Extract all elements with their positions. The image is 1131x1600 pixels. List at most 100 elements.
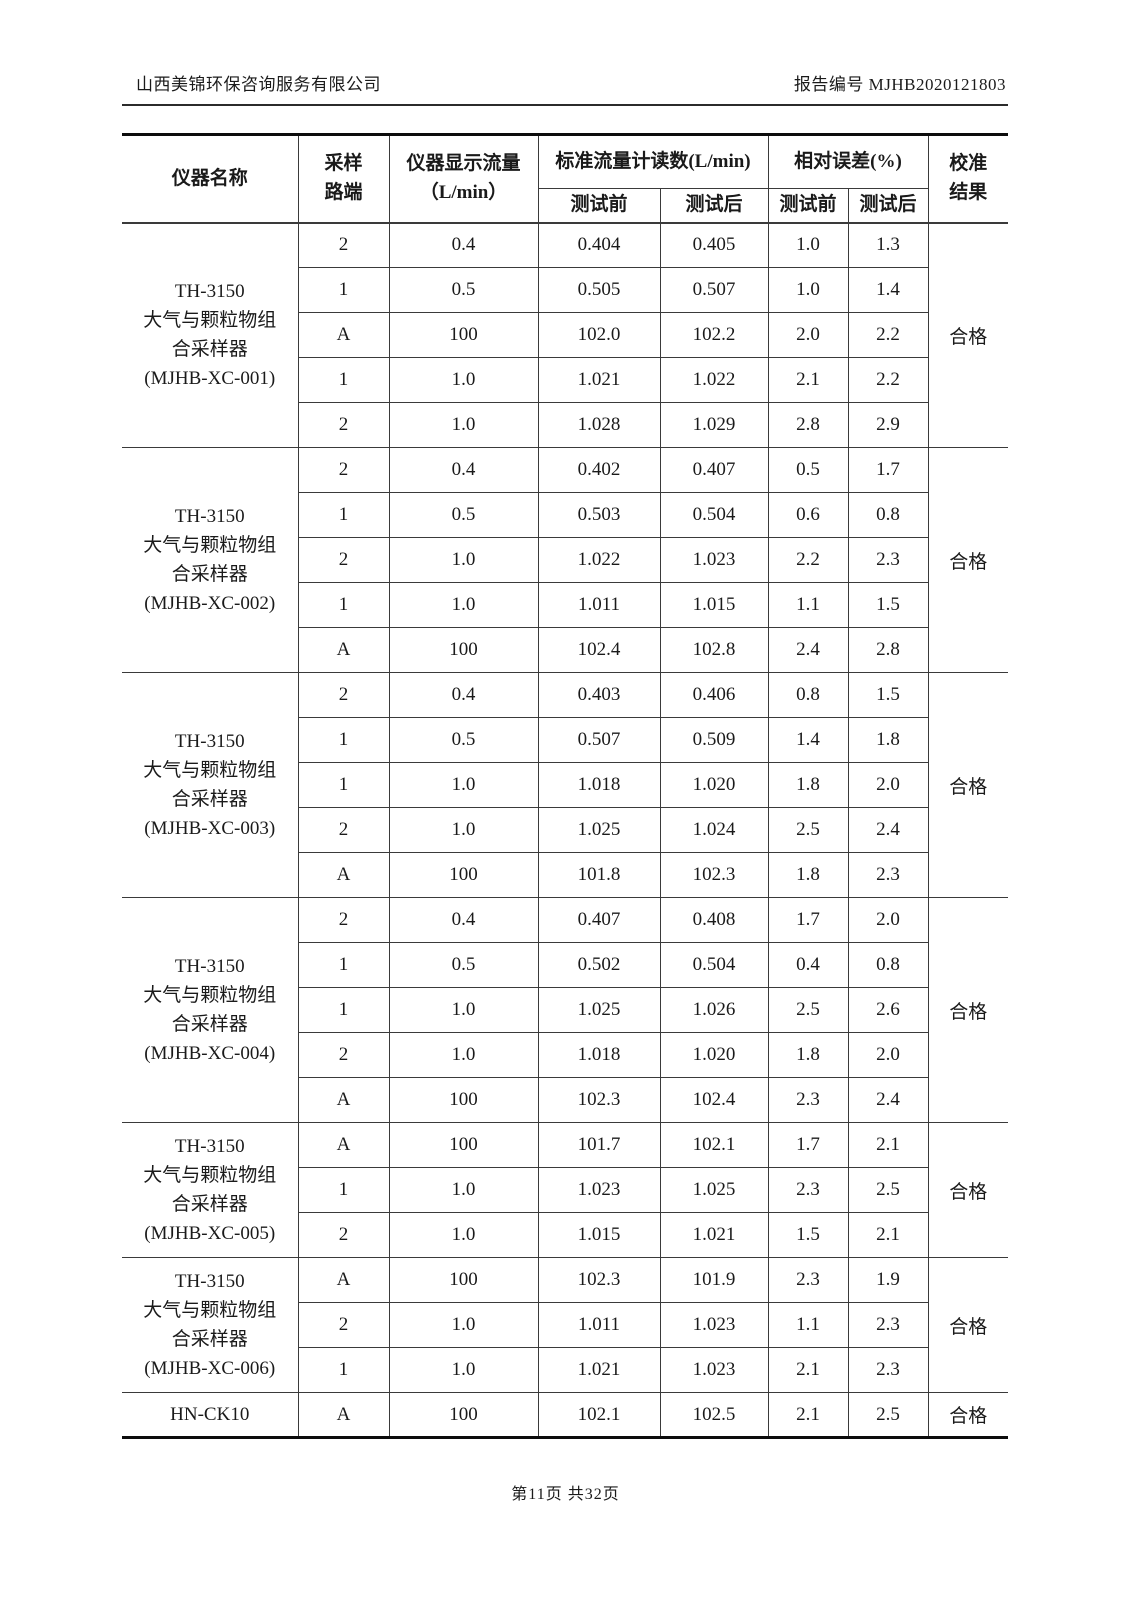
sampling-path-cell: 2 [297,1032,390,1078]
table-row: 2 1.0 1.011 1.023 1.1 2.3 [122,1302,1008,1348]
calibration-result-cell: 合格 [927,447,1008,673]
reading-after-cell: 0.504 [659,492,769,538]
table-row: A 100 101.8 102.3 1.8 2.3 [122,852,1008,898]
error-before-cell: 2.1 [767,357,849,403]
display-flow-cell: 1.0 [388,987,539,1033]
error-after-cell: 0.8 [847,492,929,538]
error-before-cell: 2.3 [767,1167,849,1213]
table-row: 2 1.0 1.025 1.024 2.5 2.4 [122,807,1008,853]
error-before-cell: 2.4 [767,627,849,673]
calibration-result-cell: 合格 [927,897,1008,1123]
reading-after-cell: 0.407 [659,447,769,493]
page-footer: 第11页 共32页 [0,1480,1131,1504]
calibration-result-cell: 合格 [927,1257,1008,1393]
table-row: TH-3150 大气与颗粒物组 合采样器 (MJHB-XC-006) A 100 102.3… [122,1257,1008,1393]
col-header-display-flow: 仪器显示流量 （L/min） [388,134,539,224]
col-header-standard-reading: 标准流量计读数(L/min) [537,134,769,189]
error-after-cell: 2.2 [847,312,929,358]
display-flow-cell: 1.0 [388,1347,539,1393]
sampling-path-cell: A [297,1077,390,1123]
error-before-cell: 2.2 [767,537,849,583]
reading-before-cell: 0.507 [537,717,661,763]
reading-after-cell: 0.504 [659,942,769,988]
instrument-name-line: 合采样器 [171,1194,248,1215]
reading-after-cell: 102.8 [659,627,769,673]
sampling-path-cell: 2 [297,222,390,268]
reading-before-cell: 1.028 [537,402,661,448]
reading-before-cell: 102.3 [537,1257,661,1303]
error-after-cell: 2.1 [847,1212,929,1258]
header-row-2: 测试前 测试后 测试前 测试后 [122,188,1008,224]
display-flow-cell: 0.4 [388,672,539,718]
reading-before-cell: 1.025 [537,807,661,853]
sampling-path-cell: 2 [297,402,390,448]
reading-after-cell: 101.9 [659,1257,769,1303]
instrument-name-line: TH-3150 [174,1136,245,1157]
error-before-cell: 1.1 [767,1302,849,1348]
instrument-name-line: (MJHB-XC-004) [144,1043,276,1064]
error-after-cell: 0.8 [847,942,929,988]
instrument-name-line: 合采样器 [171,564,248,585]
display-flow-cell: 0.5 [388,717,539,763]
display-flow-cell: 100 [388,1257,539,1303]
instrument-name-line: 大气与颗粒物组 [143,1300,277,1321]
display-flow-cell: 1.0 [388,762,539,808]
page-number: 第11页 共32页 [511,1486,620,1503]
table-row: 1 0.5 0.502 0.504 0.4 0.8 [122,942,1008,988]
display-flow-cell: 1.0 [388,537,539,583]
display-flow-cell: 0.5 [388,942,539,988]
instrument-name-line: 大气与颗粒物组 [143,1165,277,1186]
error-before-cell: 1.4 [767,717,849,763]
display-flow-cell: 1.0 [388,402,539,448]
reading-before-cell: 1.011 [537,1302,661,1348]
table-row: 1 1.0 1.021 1.023 2.1 2.3 [122,1347,1008,1393]
col-header-sampling-path-line2: 路端 [324,181,363,203]
error-before-cell: 2.8 [767,402,849,448]
calibration-table-body: TH-3150 大气与颗粒物组 合采样器 (MJHB-XC-001) 2 0.4 0.404… [122,222,1008,1438]
sampling-path-cell: A [297,1257,390,1303]
reading-before-cell: 1.018 [537,1032,661,1078]
instrument-name-cell: HN-CK10 [122,1392,299,1438]
error-after-cell: 2.6 [847,987,929,1033]
instrument-name-line: (MJHB-XC-002) [144,593,276,614]
table-row: TH-3150 大气与颗粒物组 合采样器 (MJHB-XC-003) 2 0.4 0.403… [122,672,1008,898]
reading-after-cell: 0.509 [659,717,769,763]
sampling-path-cell: 1 [297,582,390,628]
error-after-cell: 1.7 [847,447,929,493]
col-header-reading-after: 测试后 [659,188,769,224]
reading-after-cell: 1.022 [659,357,769,403]
table-row: A 100 102.3 102.4 2.3 2.4 [122,1077,1008,1123]
table-row: 2 1.0 1.015 1.021 1.5 2.1 [122,1212,1008,1258]
col-header-error-after: 测试后 [847,188,929,224]
table-header: 仪器名称 采样 路端 仪器显示流量 （L/min） 标准流量计读数(L/min)… [122,134,1008,224]
error-after-cell: 2.1 [847,1122,929,1168]
sampling-path-cell: 1 [297,1167,390,1213]
instrument-name-cell: TH-3150 大气与颗粒物组 合采样器 (MJHB-XC-006) [122,1257,299,1393]
reading-before-cell: 102.4 [537,627,661,673]
table-row: TH-3150 大气与颗粒物组 合采样器 (MJHB-XC-001) 2 0.4 0.404… [122,222,1008,448]
col-header-display-flow-line2: （L/min） [419,181,508,203]
reading-after-cell: 1.023 [659,537,769,583]
sampling-path-cell: A [297,852,390,898]
col-header-sampling-path-line1: 采样 [324,153,363,175]
reading-after-cell: 0.405 [659,222,769,268]
error-after-cell: 2.9 [847,402,929,448]
table-row: TH-3150 大气与颗粒物组 合采样器 (MJHB-XC-002) 2 0.4 0.402… [122,447,1008,673]
calibration-result-cell: 合格 [927,672,1008,898]
error-before-cell: 1.5 [767,1212,849,1258]
display-flow-cell: 1.0 [388,1167,539,1213]
error-before-cell: 1.0 [767,267,849,313]
error-after-cell: 2.3 [847,537,929,583]
instrument-name-cell: TH-3150 大气与颗粒物组 合采样器 (MJHB-XC-001) [122,222,299,448]
error-after-cell: 2.3 [847,1302,929,1348]
reading-before-cell: 0.505 [537,267,661,313]
error-before-cell: 1.7 [767,1122,849,1168]
error-after-cell: 2.8 [847,627,929,673]
sampling-path-cell: 2 [297,897,390,943]
sampling-path-cell: 1 [297,762,390,808]
reading-after-cell: 1.024 [659,807,769,853]
table-row: 1 1.0 1.021 1.022 2.1 2.2 [122,357,1008,403]
instrument-name-line: (MJHB-XC-006) [144,1358,276,1379]
table-row: 1 1.0 1.018 1.020 1.8 2.0 [122,762,1008,808]
col-header-calibration-result-line1: 校准 [949,153,988,175]
